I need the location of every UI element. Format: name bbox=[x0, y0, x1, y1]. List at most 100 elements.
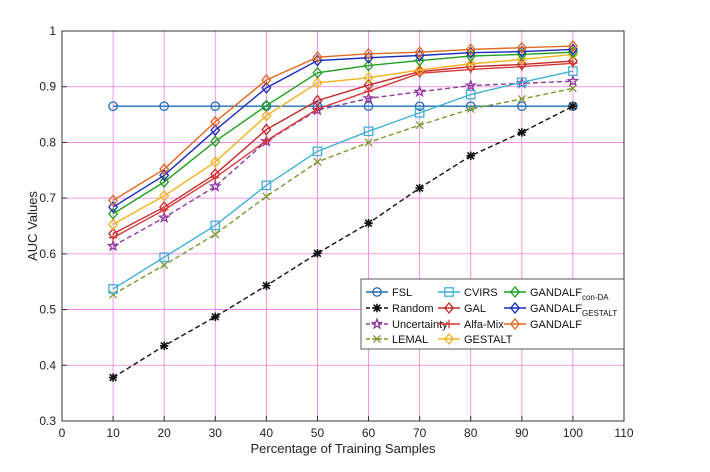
data-point-gandalf bbox=[210, 115, 221, 128]
data-point-random bbox=[108, 373, 118, 382]
x-tick-label: 100 bbox=[563, 426, 583, 440]
data-point-fsl bbox=[516, 101, 527, 112]
series-line-gandalf bbox=[112, 45, 573, 201]
data-point-cvirs bbox=[210, 220, 221, 231]
data-point-random bbox=[159, 341, 169, 350]
series-line-lemal bbox=[112, 87, 574, 296]
data-point-uncertainty bbox=[362, 91, 375, 104]
data-point-alfa-mix bbox=[108, 233, 118, 242]
series-gandalf bbox=[108, 39, 578, 207]
data-point-gestalt bbox=[465, 57, 476, 70]
data-point-gestalt bbox=[159, 189, 170, 202]
data-point-gandalf-con-da bbox=[261, 99, 272, 112]
legend-marker bbox=[443, 332, 455, 346]
data-point-fsl bbox=[210, 101, 221, 112]
legend-label: Random bbox=[392, 303, 434, 315]
series-fsl bbox=[108, 101, 578, 112]
data-point-random bbox=[517, 128, 527, 137]
data-point-gandalf-con-da bbox=[108, 207, 119, 220]
legend-label: Alfa-Mix bbox=[464, 319, 504, 331]
legend-label: CVIRS bbox=[464, 287, 498, 299]
legend-item-gandalf-con-da: GANDALFcon-DA bbox=[504, 285, 609, 302]
x-tick-label: 40 bbox=[260, 426, 274, 440]
data-point-gestalt bbox=[261, 109, 272, 122]
legend-label: GAL bbox=[464, 303, 486, 315]
y-tick-label: 0.6 bbox=[39, 247, 56, 261]
data-point-gestalt bbox=[312, 76, 323, 89]
legend-box bbox=[360, 278, 625, 350]
series-line-gandalf-gestalt bbox=[112, 48, 573, 208]
data-point-lemal bbox=[517, 94, 526, 104]
legend-item-gandalf-gestalt: GANDALFGESTALT bbox=[504, 301, 617, 318]
legend-marker bbox=[444, 319, 454, 329]
data-point-fsl bbox=[159, 101, 170, 112]
legend-item-gal: GAL bbox=[438, 301, 486, 315]
series-line-uncertainty bbox=[112, 80, 573, 247]
data-point-alfa-mix bbox=[568, 59, 578, 68]
data-point-uncertainty bbox=[566, 74, 580, 87]
x-tick-label: 60 bbox=[362, 426, 376, 440]
data-point-lemal bbox=[313, 157, 322, 166]
data-point-uncertainty bbox=[106, 239, 120, 252]
data-point-gandalf-con-da bbox=[210, 135, 221, 148]
data-point-gandalf bbox=[363, 47, 374, 60]
series-cvirs bbox=[108, 66, 578, 294]
data-point-uncertainty bbox=[413, 85, 427, 98]
data-point-random bbox=[313, 249, 322, 258]
data-point-cvirs bbox=[414, 108, 425, 118]
legend-marker bbox=[372, 287, 382, 297]
data-point-alfa-mix bbox=[159, 205, 169, 215]
legend-marker bbox=[509, 285, 521, 299]
data-point-random bbox=[415, 183, 424, 193]
data-point-gandalf-gestalt bbox=[210, 124, 221, 137]
legend-marker bbox=[444, 287, 454, 297]
series-line-alfa-mix bbox=[112, 62, 573, 239]
data-point-random bbox=[262, 281, 271, 290]
data-point-random bbox=[211, 312, 220, 322]
series-line-gandalf-con-da bbox=[112, 51, 573, 215]
legend-label: GANDALFGESTALT bbox=[530, 303, 617, 318]
legend-label: GANDALF bbox=[530, 319, 582, 331]
data-point-alfa-mix bbox=[211, 173, 220, 182]
legend-item-uncertainty: Uncertainty bbox=[366, 317, 448, 331]
x-axis-label: Percentage of Training Samples bbox=[251, 441, 436, 456]
data-point-cvirs bbox=[465, 89, 476, 100]
data-point-gandalf bbox=[108, 194, 119, 207]
data-point-random bbox=[466, 151, 475, 160]
x-tick-label: 110 bbox=[614, 426, 633, 440]
series-gandalf-con-da bbox=[108, 46, 578, 220]
y-axis-label: AUC Values bbox=[25, 191, 40, 261]
grid bbox=[62, 31, 624, 421]
series-lemal bbox=[109, 84, 577, 299]
data-point-gestalt bbox=[210, 155, 221, 168]
data-point-random bbox=[364, 219, 373, 228]
legend-item-gestalt: GESTALT bbox=[438, 332, 513, 346]
data-point-gandalf bbox=[567, 39, 578, 53]
axis-ticks: 0 10 20 30 40 50 60 70 80 90 100 110 0.3 0.4 0.5 0.6 0.7… bbox=[39, 24, 634, 440]
x-tick-label: 10 bbox=[106, 426, 120, 440]
data-point-cvirs bbox=[312, 146, 323, 157]
series-gal bbox=[108, 55, 578, 240]
data-point-fsl bbox=[363, 101, 374, 112]
data-point-uncertainty bbox=[157, 210, 171, 224]
data-point-lemal bbox=[109, 290, 118, 299]
legend-marker bbox=[372, 334, 382, 344]
legend-label: LEMAL bbox=[392, 334, 428, 346]
y-tick-label: 1 bbox=[49, 24, 56, 38]
data-point-lemal bbox=[568, 84, 577, 93]
data-point-lemal bbox=[466, 104, 475, 114]
legend: FSL Random Uncertainty LEMAL CVIRS GAL Alfa-Mi… bbox=[360, 278, 625, 350]
data-point-fsl bbox=[108, 101, 118, 112]
x-tick-label: 70 bbox=[413, 426, 427, 440]
legend-marker bbox=[509, 317, 521, 331]
data-point-alfa-mix bbox=[364, 86, 373, 96]
data-point-gandalf-gestalt bbox=[159, 169, 170, 182]
data-point-gal bbox=[261, 123, 272, 136]
data-point-gestalt bbox=[108, 218, 119, 231]
y-tick-label: 0.5 bbox=[39, 303, 56, 317]
legend-item-fsl: FSL bbox=[366, 287, 412, 299]
data-point-gandalf bbox=[465, 43, 476, 56]
series-line-random bbox=[112, 105, 574, 379]
y-tick-label: 0.4 bbox=[39, 358, 56, 372]
